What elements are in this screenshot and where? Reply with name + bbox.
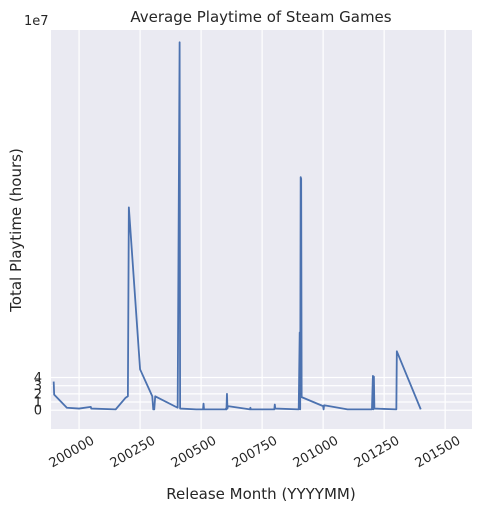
y-offset-label: 1e7 <box>24 14 49 29</box>
x-tick-label: 200000 <box>47 433 97 471</box>
y-axis-label: Total Playtime (hours) <box>7 148 25 313</box>
y-tick-label: 2 <box>34 387 42 402</box>
y-tick-label: 3 <box>34 379 42 394</box>
x-tick-label: 200250 <box>108 433 158 471</box>
x-axis-label: Release Month (YYYYMM) <box>166 485 355 503</box>
x-tick-label: 201250 <box>352 433 402 471</box>
grid-lines <box>51 30 472 429</box>
plot-background <box>51 30 472 429</box>
y-tick-label: 1 <box>34 396 42 411</box>
series-layer <box>52 41 422 411</box>
x-tick-label: 201500 <box>413 433 463 471</box>
x-tick-label: 200750 <box>230 433 280 471</box>
x-tick-label: 200500 <box>169 433 219 471</box>
x-tick-labels: 200000 200250 200500 200750 201000 201250 2015… <box>47 433 464 471</box>
chart-title: Average Playtime of Steam Games <box>130 8 391 26</box>
y-tick-label: 4 <box>34 371 42 386</box>
y-tick-label: 0 <box>34 404 42 419</box>
x-tick-label: 201000 <box>291 433 341 471</box>
series-line <box>52 41 422 411</box>
